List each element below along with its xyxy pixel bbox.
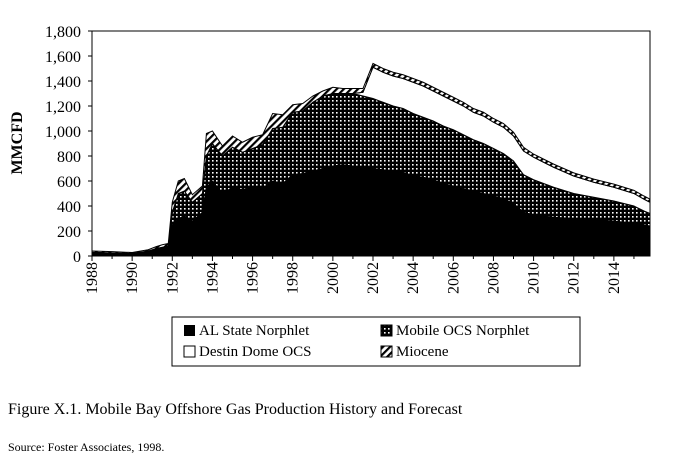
x-tick-label: 2014 <box>606 262 623 294</box>
x-tick-label: 2004 <box>405 262 422 294</box>
chart-figure: MMCFD 0 200 400 600 800 1,000 1,200 1,400 1,600 1… <box>9 24 651 367</box>
y-tick-labels: 0 200 400 600 800 1,000 1,200 1,400 1,600 1,800 <box>45 24 81 266</box>
x-tick-label: 2000 <box>325 262 342 294</box>
x-tick-labels: 1988 1990 1992 1994 1996 1998 2000 2002 2004 2006… <box>84 262 623 294</box>
x-tick-label: 2002 <box>365 262 382 294</box>
y-tick-label: 1,000 <box>45 124 81 141</box>
figure-caption: Figure X.1. Mobile Bay Offshore Gas Prod… <box>8 401 463 418</box>
axes-layer <box>88 30 651 261</box>
y-tick-label: 0 <box>73 249 81 266</box>
y-tick-label: 1,200 <box>45 99 81 116</box>
y-tick-label: 1,600 <box>45 49 81 66</box>
y-tick-label: 1,400 <box>45 74 81 91</box>
legend-label-miocene: Miocene <box>396 344 449 360</box>
legend-swatch-destin-dome-ocs <box>183 345 196 358</box>
legend-swatch-mobile-ocs-norphlet <box>380 324 393 337</box>
x-tick-label: 1992 <box>164 262 181 294</box>
legend-swatch-al-state-norphlet <box>184 325 195 336</box>
x-tick-label: 1988 <box>84 262 101 294</box>
x-tick-label: 2006 <box>445 262 462 294</box>
legend-label-destin-dome-ocs: Destin Dome OCS <box>199 344 312 360</box>
x-tick-label: 1998 <box>285 262 302 294</box>
legend-label-al-state-norphlet: AL State Norphlet <box>199 323 310 339</box>
figure-source: Source: Foster Associates, 1998. <box>8 440 165 454</box>
legend-box <box>171 316 581 367</box>
x-tick-label: 2012 <box>566 262 583 294</box>
y-tick-label: 200 <box>57 224 81 241</box>
plot-frame <box>91 30 651 257</box>
y-tick-label: 400 <box>57 199 81 216</box>
y-axis-title: MMCFD <box>9 111 26 174</box>
y-tick-label: 800 <box>57 149 81 166</box>
series-layer <box>91 62 651 257</box>
x-tick-label: 1996 <box>245 262 262 294</box>
legend-label-mobile-ocs-norphlet: Mobile OCS Norphlet <box>396 323 530 339</box>
y-tick-label: 1,800 <box>45 24 81 41</box>
x-tick-label: 1994 <box>204 262 221 294</box>
x-tick-label: 1990 <box>124 262 141 294</box>
y-tick-label: 600 <box>57 174 81 191</box>
legend: AL State Norphlet Mobile OCS Norphlet De… <box>171 316 581 367</box>
legend-swatch-miocene <box>380 345 393 358</box>
x-tick-label: 2008 <box>485 262 502 294</box>
x-tick-label: 2010 <box>526 262 543 294</box>
